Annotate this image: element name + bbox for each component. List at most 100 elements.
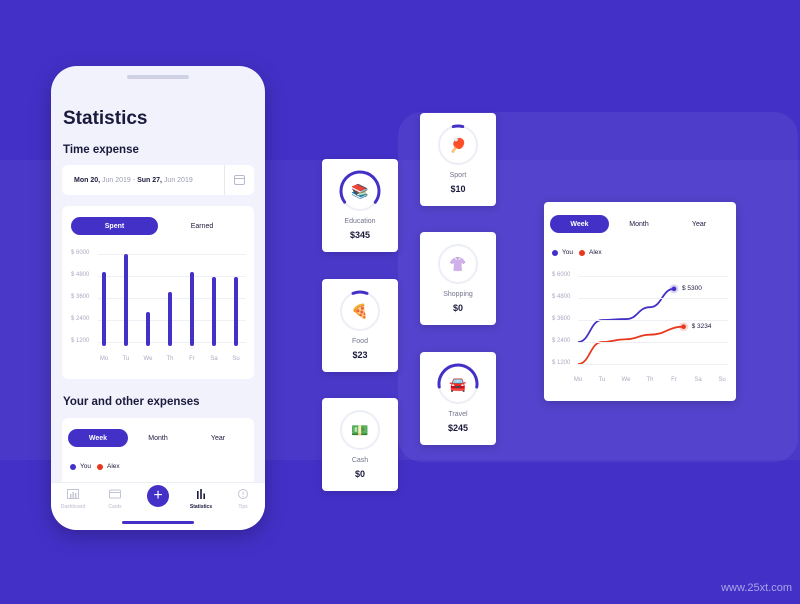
y-tick-label: $ 2400 (71, 316, 90, 322)
tab-dashboard[interactable]: Dashboard (53, 489, 93, 510)
tab-year[interactable]: Year (210, 434, 226, 442)
start-rest: Jun 2019 (102, 176, 131, 184)
x-tick-label: Su (718, 377, 726, 383)
bar-su[interactable] (234, 277, 238, 346)
category-card-sport[interactable]: 🏓 Sport $10 (420, 113, 496, 206)
tab-tips[interactable]: Tips (223, 489, 263, 510)
y-tick-label: $ 1200 (552, 360, 571, 366)
tab-statistics[interactable]: Statistics (181, 489, 221, 510)
legend-label-alex: Alex (589, 249, 602, 256)
progress-ring-svg: 👚 (438, 244, 478, 284)
period-tabs: Week Month Year (68, 429, 248, 447)
spending-chart-card: Spent Earned $ 6000 $ 4800 $ 3600 $ 2400 $ 1… (62, 206, 254, 379)
grid-line (98, 276, 246, 277)
progress-ring-food: 🍕 (322, 279, 398, 334)
category-card-travel[interactable]: 🚘 Travel $245 (420, 352, 496, 445)
bar-sa[interactable] (212, 277, 216, 346)
add-button[interactable]: + (147, 485, 169, 507)
x-tick-label: Mo (99, 356, 109, 362)
x-tick-label: Sa (210, 356, 218, 362)
statistics-icon (197, 489, 205, 499)
tab-week[interactable]: Week (550, 215, 609, 233)
grid-line (578, 276, 728, 277)
bar-th[interactable] (168, 292, 172, 346)
earned-button[interactable]: Earned (190, 222, 214, 230)
home-indicator (122, 521, 194, 524)
x-tick-label: Fr (189, 356, 195, 362)
end-day: Sun 27, (137, 176, 162, 184)
bar-chart-icon (67, 489, 79, 499)
x-tick-label: Tu (122, 356, 130, 362)
category-amount: $0 (354, 469, 365, 479)
legend-dot-you (70, 463, 76, 470)
legend-label-you: You (562, 249, 573, 256)
grid-line (98, 254, 246, 255)
tab-cards[interactable]: Cards (95, 489, 135, 510)
cash-icon: 💵 (351, 422, 368, 438)
category-card-education[interactable]: 📚 Education $345 (322, 159, 398, 252)
y-tick-label: $ 3600 (71, 294, 90, 300)
end-rest: Jun 2019 (163, 176, 193, 184)
y-tick-label: $ 4800 (552, 294, 571, 300)
category-card-food[interactable]: 🍕 Food $23 (322, 279, 398, 372)
x-tick-label: Tu (598, 377, 606, 383)
x-tick-label: Su (232, 356, 240, 362)
category-name: Sport (449, 172, 467, 179)
grid-line (98, 298, 246, 299)
tab-month[interactable]: Month (629, 220, 649, 228)
legend-label-you: You (80, 463, 91, 470)
category-card-shopping[interactable]: 👚 Shopping $0 (420, 232, 496, 325)
x-tick-label: Fr (671, 377, 677, 383)
bar-we[interactable] (146, 312, 150, 346)
ring-progress (339, 290, 381, 332)
line-chart-svg (577, 284, 689, 365)
end-point-alex[interactable] (681, 324, 686, 330)
tab-week[interactable]: Week (68, 429, 128, 447)
bar-fr[interactable] (190, 272, 194, 346)
grid-line (578, 342, 728, 343)
category-name: Shopping (443, 291, 473, 298)
end-point-you[interactable] (671, 286, 677, 292)
legend-alex: Alex (579, 249, 602, 256)
grid-line (578, 320, 728, 321)
y-tick-label: $ 6000 (552, 272, 571, 278)
calendar-icon (234, 175, 245, 185)
x-tick-label: We (143, 356, 153, 362)
y-tick-label: $ 4800 (71, 272, 90, 278)
start-day: Mon 20, (74, 176, 101, 184)
watermark: www.25xt.com (721, 582, 792, 594)
bottom-tab-bar: Dashboard Cards + Statistics Tips (51, 482, 265, 530)
x-tick-label: Th (166, 356, 174, 362)
y-tick-label: $ 6000 (71, 250, 90, 256)
spent-button[interactable]: Spent (71, 217, 158, 235)
category-card-cash[interactable]: 💵 Cash $0 (322, 398, 398, 491)
progress-ring-cash: 💵 (322, 398, 398, 453)
ring-progress (437, 363, 479, 405)
legend-dot-alex (97, 463, 103, 470)
y-tick-label: $ 3600 (552, 316, 571, 322)
education-icon: 📚 (351, 183, 368, 200)
line-period-tabs: Week Month Year (550, 215, 729, 233)
category-amount: $345 (349, 230, 371, 240)
spent-earned-toggle: Spent Earned (71, 217, 246, 235)
x-tick-label: We (621, 377, 631, 383)
value-label-you: $ 5300 (682, 284, 702, 292)
bar-tu[interactable] (124, 254, 128, 346)
value-label-alex: $ 3234 (691, 322, 712, 330)
tab-month[interactable]: Month (148, 434, 168, 442)
phone-notch (127, 75, 189, 79)
time-expense-title: Time expense (63, 144, 139, 156)
date-range-text: Mon 20, Jun 2019 - Sun 27, Jun 2019 (62, 177, 224, 184)
grid-line (98, 342, 246, 343)
category-amount: $23 (352, 350, 368, 360)
calendar-button[interactable] (224, 165, 254, 195)
date-range-picker[interactable]: Mon 20, Jun 2019 - Sun 27, Jun 2019 (62, 165, 254, 195)
sport-icon: 🏓 (449, 136, 466, 154)
category-name: Cash (351, 457, 369, 464)
tab-year[interactable]: Year (691, 220, 707, 228)
progress-ring-svg: 📚 (339, 170, 381, 212)
x-tick-label: Sa (694, 377, 702, 383)
grid-line (578, 298, 728, 299)
grid-line (578, 364, 728, 365)
bar-mo[interactable] (102, 272, 106, 346)
